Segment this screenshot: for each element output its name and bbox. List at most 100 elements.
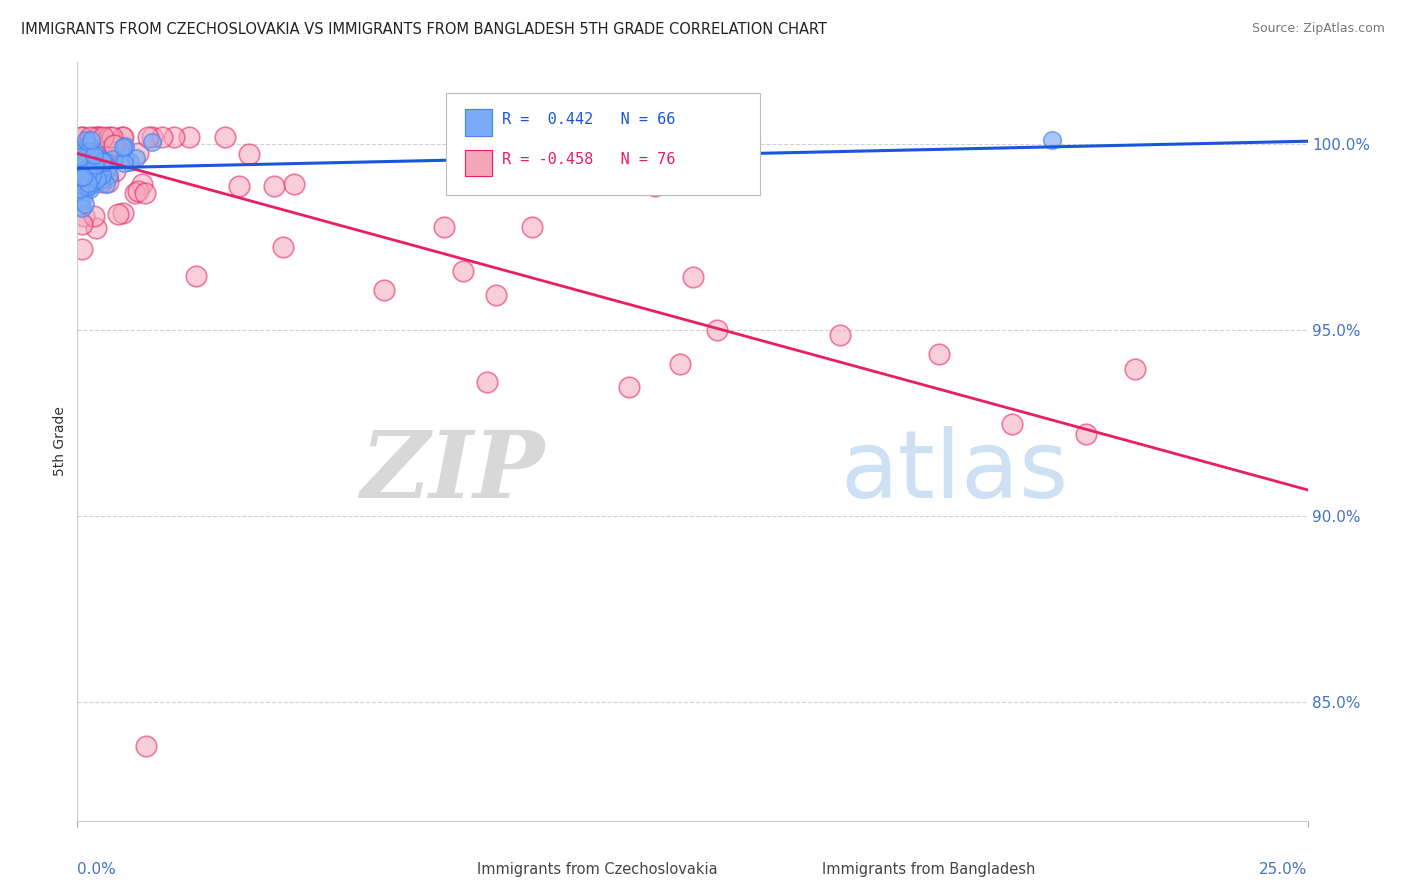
Point <box>131 178 153 192</box>
Point <box>75 149 97 163</box>
Point <box>69 170 91 185</box>
Point <box>87 129 110 144</box>
Point <box>79 158 101 172</box>
Point <box>86 172 108 186</box>
Point <box>76 133 98 147</box>
Point <box>75 155 97 169</box>
Point <box>238 147 260 161</box>
Point <box>101 129 124 144</box>
Point <box>214 129 236 144</box>
Text: R =  0.442   N = 66: R = 0.442 N = 66 <box>502 112 675 127</box>
Point <box>451 264 474 278</box>
Point <box>80 178 103 192</box>
Point <box>89 174 111 188</box>
Point <box>75 166 97 180</box>
Point <box>75 178 97 193</box>
Point <box>77 176 100 190</box>
Bar <box>434 862 465 883</box>
Point <box>82 165 104 179</box>
Point <box>93 154 115 169</box>
Text: 0.0%: 0.0% <box>77 863 117 878</box>
Point <box>73 209 96 223</box>
Point <box>79 134 101 148</box>
Text: ZIP: ZIP <box>360 427 546 516</box>
Point <box>72 180 94 194</box>
Point <box>87 147 110 161</box>
Point <box>77 167 100 181</box>
Point <box>1001 417 1024 432</box>
Point <box>112 140 135 154</box>
Point <box>83 160 105 174</box>
Bar <box>465 150 492 177</box>
Point <box>79 169 101 183</box>
Point <box>69 181 91 195</box>
Point <box>1076 427 1098 442</box>
Point <box>97 175 120 189</box>
Point <box>73 151 96 165</box>
Point <box>73 171 96 186</box>
Bar <box>434 862 465 883</box>
Point <box>111 129 134 144</box>
Point <box>77 156 100 170</box>
Point <box>522 219 544 234</box>
Point <box>70 170 93 185</box>
Point <box>80 172 103 186</box>
Point <box>98 168 121 182</box>
Point <box>682 270 704 285</box>
Point <box>112 156 135 170</box>
Point <box>70 188 93 202</box>
Point <box>104 164 127 178</box>
Point <box>77 138 100 153</box>
Point <box>69 194 91 208</box>
Text: atlas: atlas <box>841 425 1069 518</box>
Text: Immigrants from Bangladesh: Immigrants from Bangladesh <box>821 863 1035 878</box>
Point <box>98 129 121 144</box>
Point <box>184 268 207 283</box>
Point <box>228 178 250 193</box>
Point <box>1040 133 1063 147</box>
Text: Immigrants from Czechoslovakia: Immigrants from Czechoslovakia <box>477 863 718 878</box>
Point <box>125 151 148 165</box>
Bar <box>465 150 492 177</box>
Point <box>373 283 395 297</box>
Point <box>77 144 100 158</box>
Point <box>83 209 105 223</box>
Point <box>94 177 117 191</box>
Point <box>69 161 91 176</box>
Point <box>73 144 96 158</box>
Point <box>101 152 124 166</box>
Point <box>644 178 666 193</box>
Point <box>134 186 156 201</box>
Point <box>77 169 100 183</box>
Point <box>928 347 950 361</box>
Point <box>86 220 108 235</box>
Point <box>127 146 149 161</box>
Point <box>75 141 97 155</box>
Point <box>79 166 101 180</box>
Point <box>114 139 136 153</box>
Point <box>93 153 115 167</box>
Point <box>118 155 141 169</box>
Point <box>79 129 101 144</box>
Point <box>263 178 285 193</box>
FancyBboxPatch shape <box>447 93 761 195</box>
Point <box>127 184 149 198</box>
Bar <box>465 110 492 136</box>
Point <box>94 138 117 153</box>
Point <box>114 151 136 165</box>
Point <box>90 175 112 189</box>
Point <box>107 207 129 221</box>
Point <box>70 154 93 169</box>
Point <box>163 129 186 144</box>
Point <box>72 167 94 181</box>
Point <box>84 129 107 144</box>
Point <box>77 161 100 175</box>
Point <box>706 323 728 337</box>
Point <box>103 138 125 153</box>
Point <box>111 205 134 219</box>
Point <box>475 375 498 389</box>
Point <box>830 328 852 343</box>
Point <box>83 148 105 162</box>
Bar <box>465 110 492 136</box>
Point <box>70 202 93 216</box>
